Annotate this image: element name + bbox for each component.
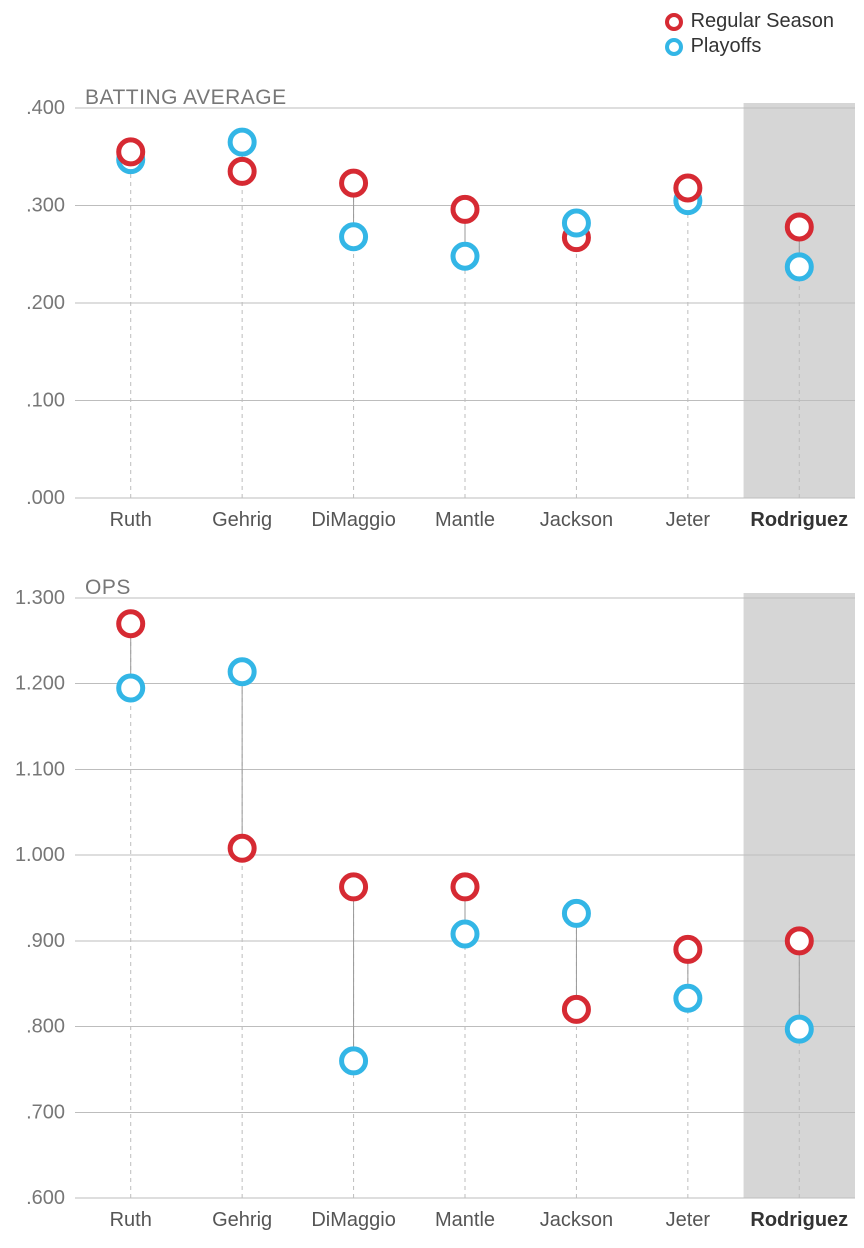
legend-item: Regular Season — [665, 10, 834, 33]
marker-playoffs — [564, 901, 588, 925]
y-axis-tick-label: .200 — [26, 292, 65, 314]
marker-playoffs — [453, 244, 477, 268]
marker-regular — [564, 997, 588, 1021]
x-axis-tick-label: Jeter — [666, 509, 711, 531]
legend-marker-playoffs — [665, 38, 683, 56]
y-axis-tick-label: .800 — [26, 1016, 65, 1038]
marker-regular — [342, 171, 366, 195]
marker-playoffs — [342, 225, 366, 249]
ops-chart: OPS .600 .700 .800 .900 1.000 1.100 1.200 1.300 R… — [0, 548, 864, 1248]
legend-label: Playoffs — [691, 35, 762, 58]
marker-playoffs — [342, 1049, 366, 1073]
marker-playoffs — [787, 255, 811, 279]
marker-regular — [676, 176, 700, 200]
marker-playoffs — [119, 676, 143, 700]
x-axis-tick-label: Jeter — [666, 1209, 711, 1231]
x-axis-tick-label: Jackson — [540, 509, 613, 531]
y-axis-tick-label: .400 — [26, 97, 65, 119]
chart-title: OPS — [85, 576, 131, 600]
y-axis-tick-label: .000 — [26, 487, 65, 509]
y-axis-tick-label: .600 — [26, 1187, 65, 1209]
x-axis-tick-label: Jackson — [540, 1209, 613, 1231]
marker-playoffs — [676, 986, 700, 1010]
x-axis-tick-label: Ruth — [110, 509, 152, 531]
chart-container: Regular SeasonPlayoffs BATTING AVERAGE .0… — [0, 0, 864, 1248]
x-axis-tick-label: Ruth — [110, 1209, 152, 1231]
marker-regular — [119, 612, 143, 636]
y-axis-tick-label: .700 — [26, 1101, 65, 1123]
marker-regular — [453, 875, 477, 899]
x-axis-tick-label: Mantle — [435, 509, 495, 531]
chart-title: BATTING AVERAGE — [85, 86, 287, 110]
y-axis-tick-label: .900 — [26, 930, 65, 952]
y-axis-tick-label: 1.100 — [15, 758, 65, 780]
marker-regular — [119, 140, 143, 164]
marker-playoffs — [564, 211, 588, 235]
marker-playoffs — [230, 660, 254, 684]
y-axis-tick-label: .300 — [26, 195, 65, 217]
x-axis-tick-label: Gehrig — [212, 509, 272, 531]
marker-regular — [230, 836, 254, 860]
marker-regular — [230, 159, 254, 183]
legend-item: Playoffs — [665, 35, 834, 58]
legend: Regular SeasonPlayoffs — [0, 0, 864, 58]
y-axis-tick-label: 1.200 — [15, 673, 65, 695]
x-axis-tick-label: DiMaggio — [311, 509, 395, 531]
marker-playoffs — [230, 130, 254, 154]
x-axis-tick-label: Gehrig — [212, 1209, 272, 1231]
marker-regular — [787, 929, 811, 953]
x-axis-tick-label: Mantle — [435, 1209, 495, 1231]
legend-marker-regular — [665, 13, 683, 31]
marker-regular — [676, 937, 700, 961]
y-axis-tick-label: 1.300 — [15, 587, 65, 609]
y-axis-tick-label: 1.000 — [15, 844, 65, 866]
y-axis-tick-label: .100 — [26, 390, 65, 412]
marker-playoffs — [787, 1017, 811, 1041]
marker-regular — [342, 875, 366, 899]
x-axis-tick-label: DiMaggio — [311, 1209, 395, 1231]
marker-playoffs — [453, 922, 477, 946]
legend-label: Regular Season — [691, 10, 834, 33]
batting-average-chart: BATTING AVERAGE .000 .100 .200 .300 .400 Ruth G… — [0, 58, 864, 548]
marker-regular — [787, 215, 811, 239]
x-axis-tick-label: Rodriguez — [750, 509, 848, 531]
x-axis-tick-label: Rodriguez — [750, 1209, 848, 1231]
marker-regular — [453, 197, 477, 221]
